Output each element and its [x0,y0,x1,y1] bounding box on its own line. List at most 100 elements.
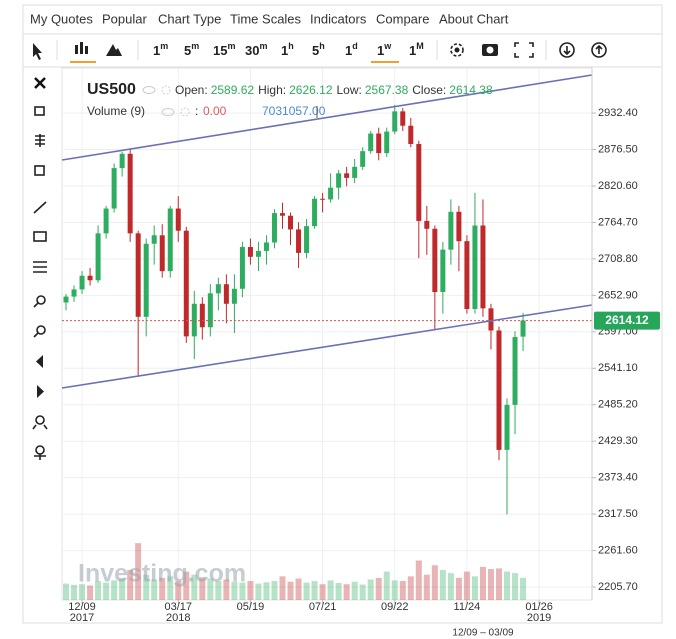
zoom-in-tool[interactable] [33,295,46,308]
candle-body [103,208,109,234]
camera-icon[interactable] [482,44,498,56]
candle-body [504,404,510,450]
volume-bar [79,584,86,600]
trend-line[interactable] [61,304,593,389]
volume-bar [504,571,511,600]
volume-bar [303,582,310,600]
candle-body [360,151,366,167]
copy-tool[interactable] [34,165,45,176]
x-tick-year: 2017 [70,612,94,624]
candle-body [119,153,125,169]
scroll-right-tool[interactable] [37,385,44,398]
cursor-icon[interactable] [33,43,42,60]
ohlc-label: Close: [412,83,446,97]
select-tool[interactable] [34,106,45,116]
volume-bar [207,578,214,600]
interval-button[interactable]: 5m [184,41,199,58]
volume-bar [295,578,302,600]
menu-item[interactable]: Chart Type [158,11,221,26]
svg-text::: : [195,104,198,118]
volume-bar [399,581,406,600]
interval-button[interactable]: 1m [153,41,168,58]
visibility-icons[interactable] [142,85,171,95]
close-tool[interactable] [34,77,46,89]
volume-bar [407,576,414,600]
menu-item[interactable]: My Quotes [30,11,93,26]
candle-body [472,225,478,309]
volume-bar [455,577,462,600]
candle-body [448,211,454,250]
candle-body [328,187,334,200]
crosshair-tool[interactable] [35,134,45,147]
candle-body [263,242,269,251]
interval-button[interactable]: 30m [245,41,267,58]
settings-icon[interactable] [450,43,464,57]
volume-bar [487,569,494,600]
candle-body [392,111,398,132]
scroll-left-tool[interactable] [36,355,43,368]
ohlc-label: Low: [337,83,362,97]
x-tick-label: 11/24 [454,601,481,613]
candle-body [71,289,77,297]
drawing-tools [32,77,48,460]
volume-bar [71,584,78,600]
visibility-icons[interactable] [161,107,190,117]
ohlc-legend: Open: 2589.62 High: 2626.12 Low: 2567.38 Close… [175,83,493,97]
candle-body [223,284,229,304]
volume-bar [359,584,366,600]
volume-bar [495,568,502,600]
interval-button[interactable]: 1d [345,41,358,58]
upload-icon[interactable] [591,42,607,58]
volume-bar [311,581,318,600]
volume-bar [103,582,110,600]
interval-button[interactable]: 15m [213,41,235,58]
candle-body [191,303,197,337]
interval-button[interactable]: 1h [281,41,294,58]
y-tick-label: 2708.80 [598,253,638,265]
menu-item[interactable]: Time Scales [230,11,302,26]
volume-bar [151,579,158,600]
y-tick-label: 2932.40 [598,107,638,119]
candle-body [408,125,414,144]
candle-body [424,220,430,229]
menu-item[interactable]: About Chart [439,11,509,26]
volume-bar [367,579,374,600]
candle-body [520,320,526,337]
last-price-label: 2614.12 [605,313,649,327]
candle-body [432,228,438,293]
volume-bar [127,570,134,600]
volume-bar [263,582,270,600]
y-tick-label: 2652.90 [598,289,638,301]
trendline-tool[interactable] [33,201,47,214]
menu-item[interactable]: Indicators [310,11,367,26]
trend-line[interactable] [61,74,593,161]
lock-tool[interactable] [34,445,46,460]
candle-body [175,208,181,231]
interval-button[interactable]: 1M [409,41,424,58]
candle-body [320,198,326,200]
candle-body [496,330,502,450]
magnet-tool[interactable] [32,415,48,430]
rectangle-tool[interactable] [33,231,47,242]
volume-bar [63,583,70,600]
interval-button[interactable]: 1w [377,41,392,58]
interval-number: 1 [377,43,384,58]
candle-body [255,250,261,257]
ohlc-label: Open: [175,83,208,97]
candle-body [456,211,462,242]
fibonacci-tool[interactable] [33,261,47,273]
area-type-icon[interactable] [106,44,122,56]
y-tick-label: 2261.60 [598,544,638,556]
zoom-out-tool[interactable] [33,325,46,338]
download-icon[interactable] [559,42,575,58]
candle-type-icon[interactable] [70,42,96,63]
candle-body [288,215,294,230]
fullscreen-icon[interactable] [514,42,534,58]
ohlc-value: 2614.38 [449,83,493,97]
volume-bar [351,581,358,600]
menu-item[interactable]: Popular [102,11,147,26]
candle-body [127,153,133,234]
interval-button[interactable]: 5h [312,41,325,58]
menu-item[interactable]: Compare [376,11,429,26]
interval-number: 15 [213,43,227,58]
